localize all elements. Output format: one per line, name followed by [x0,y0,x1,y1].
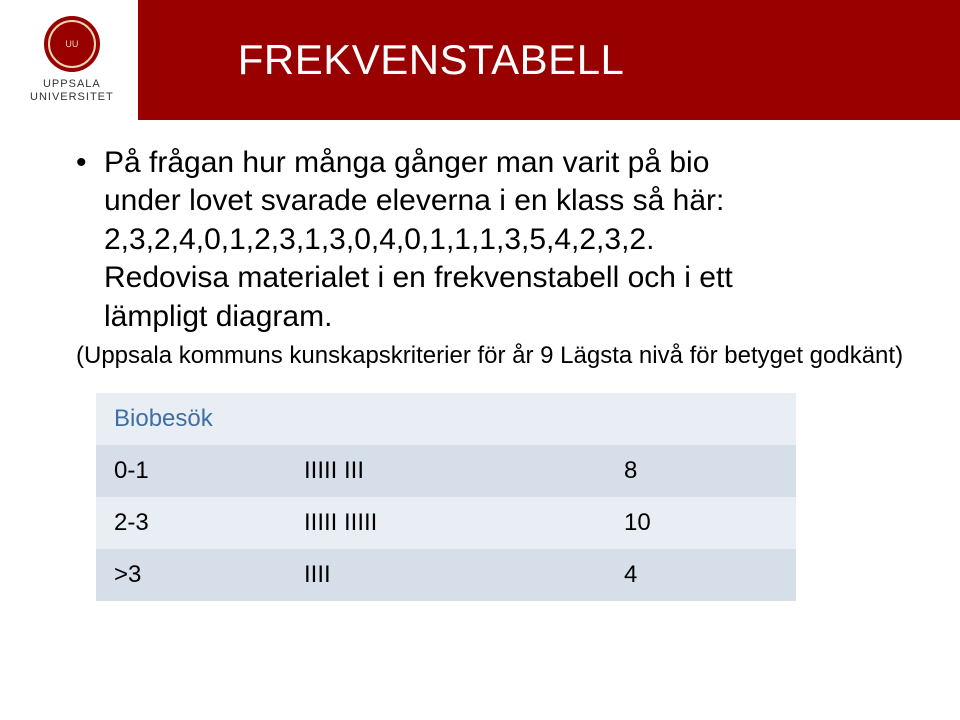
header-bar: UU UPPSALA UNIVERSITET FREKVENSTABELL [0,0,960,120]
cell-tally: IIII [286,549,606,601]
bullet-line: 2,3,2,4,0,1,2,3,1,3,0,4,0,1,1,1,3,5,4,2,… [104,223,654,256]
slide-title: FREKVENSTABELL [238,36,625,84]
frequency-table: Biobesök 0-1 IIIII III 8 2-3 IIIII IIIII… [96,393,796,601]
cell-count: 10 [606,497,796,549]
bullet-item: • På frågan hur många gånger man varit p… [76,144,904,336]
cell-tally: IIIII IIIII [286,497,606,549]
table-header-label: Biobesök [96,393,286,445]
bullet-line: Redovisa materialet i en frekvenstabell … [104,261,733,294]
table-header-row: Biobesök [96,393,796,445]
table-row: 2-3 IIIII IIIII 10 [96,497,796,549]
cell-range: >3 [96,549,286,601]
uppsala-sigil-icon: UU [44,16,100,72]
logo-text: UPPSALA UNIVERSITET [30,78,114,104]
cell-range: 2-3 [96,497,286,549]
cell-range: 0-1 [96,445,286,497]
bullet-line: På frågan hur många gånger man varit på … [104,146,709,179]
logo-line-1: UPPSALA [43,78,101,90]
table-header-empty [606,393,796,445]
table-row: 0-1 IIIII III 8 [96,445,796,497]
bullet-list: • På frågan hur många gånger man varit p… [76,144,904,336]
bullet-line: lämpligt diagram. [104,300,332,333]
bullet-text: På frågan hur många gånger man varit på … [104,144,904,336]
slide-content: • På frågan hur många gånger man varit p… [0,120,960,601]
logo-line-2: UNIVERSITET [30,91,114,103]
cell-tally: IIIII III [286,445,606,497]
university-logo: UU UPPSALA UNIVERSITET [30,16,114,104]
table-header-empty [286,393,606,445]
caption-text: (Uppsala kommuns kunskapskriterier för å… [76,340,904,371]
bullet-line: under lovet svarade eleverna i en klass … [104,184,724,217]
title-bar: FREKVENSTABELL [138,0,960,120]
table-row: >3 IIII 4 [96,549,796,601]
cell-count: 4 [606,549,796,601]
cell-count: 8 [606,445,796,497]
bullet-mark-icon: • [76,144,104,336]
